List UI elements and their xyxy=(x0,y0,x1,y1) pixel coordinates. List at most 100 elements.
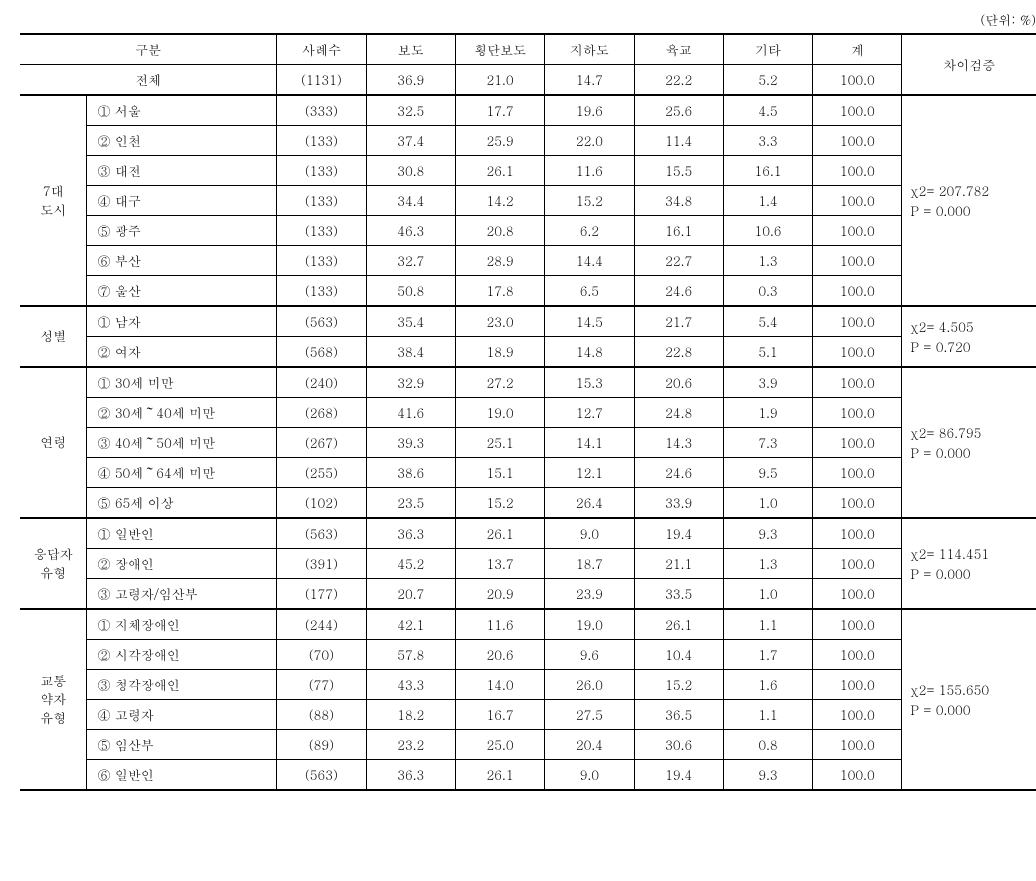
row-v-4-3-1: 16.7 xyxy=(455,700,544,730)
row-v-2-2-2: 14.1 xyxy=(545,428,634,458)
row-v-0-5-5: 100.0 xyxy=(813,246,902,276)
row-v-0-2-0: 30.8 xyxy=(366,156,455,186)
row-label-0-0: ① 서울 xyxy=(87,95,277,126)
group-stat-3: χ2= 114.451P = 0.000 xyxy=(902,518,1036,609)
row-v-4-4-0: 23.2 xyxy=(366,730,455,760)
header-col-5: 기타 xyxy=(723,34,812,65)
header-sig: 차이검증 xyxy=(902,34,1036,95)
row-label-2-1: ② 30세～40세 미만 xyxy=(87,398,277,428)
row-v-4-4-4: 0.8 xyxy=(723,730,812,760)
row-v-2-3-3: 24.6 xyxy=(634,458,723,488)
row-v-3-1-5: 100.0 xyxy=(813,549,902,579)
row-label-2-3: ④ 50세～64세 미만 xyxy=(87,458,277,488)
row-v-4-1-2: 9.6 xyxy=(545,640,634,670)
row-label-0-5: ⑥ 부산 xyxy=(87,246,277,276)
row-v-0-1-5: 100.0 xyxy=(813,126,902,156)
row-v-2-4-1: 15.2 xyxy=(455,488,544,519)
row-v-2-1-5: 100.0 xyxy=(813,398,902,428)
total-v-4: 5.2 xyxy=(723,65,812,96)
row-v-2-2-0: 39.3 xyxy=(366,428,455,458)
row-v-4-4-2: 20.4 xyxy=(545,730,634,760)
row-v-4-1-1: 20.6 xyxy=(455,640,544,670)
row-v-2-4-5: 100.0 xyxy=(813,488,902,519)
row-v-1-0-0: 35.4 xyxy=(366,306,455,337)
row-v-3-2-3: 33.5 xyxy=(634,579,723,610)
row-label-2-0: ① 30세 미만 xyxy=(87,367,277,398)
row-v-4-1-4: 1.7 xyxy=(723,640,812,670)
row-n-2-1: (268) xyxy=(277,398,366,428)
row-v-1-1-0: 38.4 xyxy=(366,337,455,368)
row-label-4-5: ⑥ 일반인 xyxy=(87,760,277,791)
row-v-3-1-3: 21.1 xyxy=(634,549,723,579)
row-n-0-3: (133) xyxy=(277,186,366,216)
row-label-0-6: ⑦ 울산 xyxy=(87,276,277,307)
row-v-4-0-3: 26.1 xyxy=(634,609,723,640)
row-n-0-5: (133) xyxy=(277,246,366,276)
row-label-4-4: ⑤ 임산부 xyxy=(87,730,277,760)
row-v-2-0-2: 15.3 xyxy=(545,367,634,398)
total-v-0: 36.9 xyxy=(366,65,455,96)
group-label-1: 성별 xyxy=(20,306,87,367)
row-v-0-1-1: 25.9 xyxy=(455,126,544,156)
row-v-0-2-1: 26.1 xyxy=(455,156,544,186)
row-v-0-5-4: 1.3 xyxy=(723,246,812,276)
row-n-4-0: (244) xyxy=(277,609,366,640)
row-v-3-1-2: 18.7 xyxy=(545,549,634,579)
row-v-1-1-4: 5.1 xyxy=(723,337,812,368)
row-v-0-4-2: 6.2 xyxy=(545,216,634,246)
row-n-2-2: (267) xyxy=(277,428,366,458)
row-v-4-2-5: 100.0 xyxy=(813,670,902,700)
row-v-4-5-3: 19.4 xyxy=(634,760,723,791)
row-v-3-0-3: 19.4 xyxy=(634,518,723,549)
row-v-1-0-3: 21.7 xyxy=(634,306,723,337)
unit-label: (단위: %) xyxy=(10,10,1036,29)
row-v-2-0-4: 3.9 xyxy=(723,367,812,398)
row-v-4-0-0: 42.1 xyxy=(366,609,455,640)
row-v-2-3-1: 15.1 xyxy=(455,458,544,488)
row-v-2-2-1: 25.1 xyxy=(455,428,544,458)
row-v-4-3-5: 100.0 xyxy=(813,700,902,730)
row-n-0-4: (133) xyxy=(277,216,366,246)
row-n-0-2: (133) xyxy=(277,156,366,186)
row-v-0-2-5: 100.0 xyxy=(813,156,902,186)
row-v-3-0-5: 100.0 xyxy=(813,518,902,549)
row-v-4-4-3: 30.6 xyxy=(634,730,723,760)
row-v-2-0-5: 100.0 xyxy=(813,367,902,398)
row-n-0-0: (333) xyxy=(277,95,366,126)
row-v-2-0-3: 20.6 xyxy=(634,367,723,398)
row-v-0-0-3: 25.6 xyxy=(634,95,723,126)
row-v-4-5-1: 26.1 xyxy=(455,760,544,791)
row-v-0-3-0: 34.4 xyxy=(366,186,455,216)
group-stat-1: χ2= 4.505P = 0.720 xyxy=(902,306,1036,367)
row-v-2-3-2: 12.1 xyxy=(545,458,634,488)
row-v-1-0-4: 5.4 xyxy=(723,306,812,337)
row-v-0-3-3: 34.8 xyxy=(634,186,723,216)
row-v-0-1-4: 3.3 xyxy=(723,126,812,156)
row-v-1-1-2: 14.8 xyxy=(545,337,634,368)
row-label-1-0: ① 남자 xyxy=(87,306,277,337)
row-v-0-0-0: 32.5 xyxy=(366,95,455,126)
row-v-2-0-0: 32.9 xyxy=(366,367,455,398)
row-v-0-5-2: 14.4 xyxy=(545,246,634,276)
row-v-0-1-0: 37.4 xyxy=(366,126,455,156)
row-v-0-3-5: 100.0 xyxy=(813,186,902,216)
row-label-3-1: ② 장애인 xyxy=(87,549,277,579)
row-v-0-3-1: 14.2 xyxy=(455,186,544,216)
group-stat-4: χ2= 155.650P = 0.000 xyxy=(902,609,1036,790)
row-v-4-1-3: 10.4 xyxy=(634,640,723,670)
row-v-2-2-3: 14.3 xyxy=(634,428,723,458)
row-v-0-0-5: 100.0 xyxy=(813,95,902,126)
row-n-3-0: (563) xyxy=(277,518,366,549)
row-v-3-0-2: 9.0 xyxy=(545,518,634,549)
row-v-4-5-4: 9.3 xyxy=(723,760,812,791)
total-v-1: 21.0 xyxy=(455,65,544,96)
row-n-4-1: (70) xyxy=(277,640,366,670)
row-v-0-4-3: 16.1 xyxy=(634,216,723,246)
row-v-1-0-2: 14.5 xyxy=(545,306,634,337)
row-v-0-2-2: 11.6 xyxy=(545,156,634,186)
row-v-0-3-4: 1.4 xyxy=(723,186,812,216)
row-v-4-2-4: 1.6 xyxy=(723,670,812,700)
row-label-4-0: ① 지체장애인 xyxy=(87,609,277,640)
row-v-4-5-0: 36.3 xyxy=(366,760,455,791)
total-v-2: 14.7 xyxy=(545,65,634,96)
